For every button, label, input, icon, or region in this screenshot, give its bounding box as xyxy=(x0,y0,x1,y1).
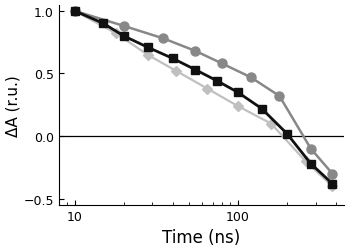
X-axis label: Time (ns): Time (ns) xyxy=(162,229,241,246)
Y-axis label: ΔA (r.u.): ΔA (r.u.) xyxy=(6,75,21,136)
